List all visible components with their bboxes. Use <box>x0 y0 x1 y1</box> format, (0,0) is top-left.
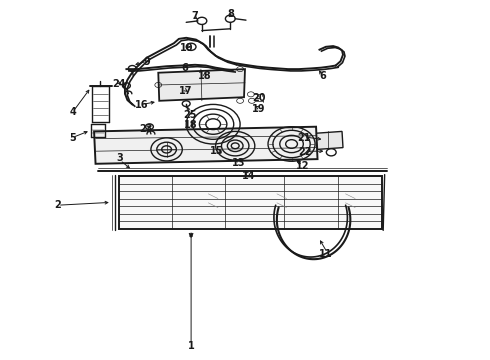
Text: 21: 21 <box>297 132 311 143</box>
Text: 4: 4 <box>69 107 76 117</box>
Text: 11: 11 <box>319 249 333 259</box>
Text: 18: 18 <box>198 71 212 81</box>
Text: 14: 14 <box>242 171 256 181</box>
Polygon shape <box>317 131 343 149</box>
Text: 7: 7 <box>192 11 198 21</box>
Text: 6: 6 <box>182 63 189 73</box>
Text: 12: 12 <box>296 161 310 171</box>
Polygon shape <box>158 69 245 101</box>
Text: 1: 1 <box>188 341 195 351</box>
Text: 19: 19 <box>252 104 266 114</box>
Text: 6: 6 <box>319 71 326 81</box>
Text: 2: 2 <box>54 200 61 210</box>
Text: 22: 22 <box>298 147 312 157</box>
Text: 20: 20 <box>252 93 266 103</box>
Text: 24: 24 <box>112 78 125 89</box>
Text: 16: 16 <box>135 100 149 110</box>
Text: 13: 13 <box>232 158 246 168</box>
Text: 17: 17 <box>178 86 192 96</box>
Text: 5: 5 <box>69 132 76 143</box>
Polygon shape <box>119 176 382 229</box>
Text: 10: 10 <box>179 42 193 53</box>
Text: 9: 9 <box>144 57 150 67</box>
Text: 8: 8 <box>228 9 235 19</box>
Text: 18: 18 <box>184 120 198 130</box>
Text: 3: 3 <box>117 153 123 163</box>
Text: 15: 15 <box>210 146 223 156</box>
Polygon shape <box>94 127 318 164</box>
Text: 25: 25 <box>183 110 197 120</box>
Text: 23: 23 <box>139 124 153 134</box>
